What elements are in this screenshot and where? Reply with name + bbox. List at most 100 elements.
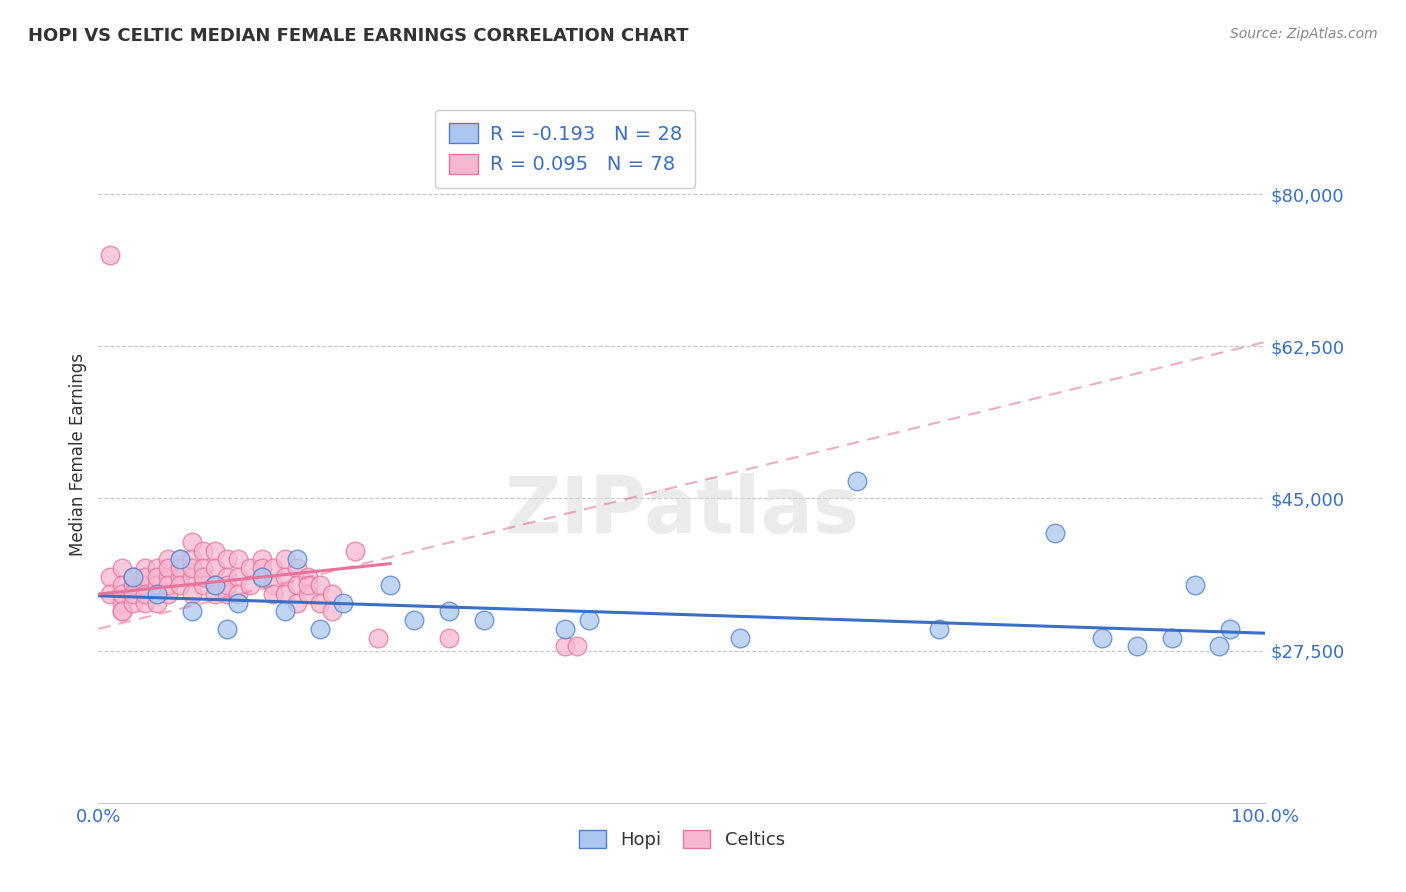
Point bbox=[239, 561, 262, 575]
Point bbox=[554, 622, 576, 636]
Point bbox=[309, 596, 332, 610]
Point bbox=[157, 552, 180, 566]
Point bbox=[169, 570, 191, 584]
Point bbox=[111, 596, 134, 610]
Point bbox=[204, 578, 226, 592]
Point bbox=[1045, 526, 1067, 541]
Point bbox=[157, 570, 180, 584]
Point bbox=[274, 605, 297, 619]
Point bbox=[274, 570, 297, 584]
Point bbox=[297, 587, 319, 601]
Point bbox=[928, 622, 950, 636]
Point bbox=[367, 631, 389, 645]
Point bbox=[180, 561, 202, 575]
Point bbox=[239, 578, 262, 592]
Point bbox=[1184, 578, 1206, 592]
Point bbox=[228, 587, 250, 601]
Point bbox=[250, 552, 273, 566]
Point bbox=[146, 578, 169, 592]
Point bbox=[321, 587, 343, 601]
Point bbox=[134, 561, 156, 575]
Point bbox=[146, 561, 169, 575]
Point bbox=[578, 613, 600, 627]
Point bbox=[111, 561, 134, 575]
Point bbox=[344, 543, 367, 558]
Point bbox=[228, 552, 250, 566]
Point bbox=[215, 570, 238, 584]
Point bbox=[134, 587, 156, 601]
Point bbox=[146, 570, 169, 584]
Point bbox=[146, 587, 169, 601]
Point bbox=[98, 570, 121, 584]
Point bbox=[262, 587, 284, 601]
Point bbox=[380, 578, 402, 592]
Point bbox=[134, 596, 156, 610]
Y-axis label: Median Female Earnings: Median Female Earnings bbox=[69, 353, 87, 557]
Point bbox=[402, 613, 425, 627]
Point bbox=[204, 543, 226, 558]
Point bbox=[1219, 622, 1241, 636]
Point bbox=[180, 552, 202, 566]
Point bbox=[309, 622, 332, 636]
Point bbox=[285, 596, 308, 610]
Point bbox=[730, 631, 752, 645]
Text: ZIPatlas: ZIPatlas bbox=[505, 473, 859, 549]
Point bbox=[134, 570, 156, 584]
Point bbox=[111, 587, 134, 601]
Point bbox=[157, 587, 180, 601]
Point bbox=[274, 552, 297, 566]
Point bbox=[111, 605, 134, 619]
Point bbox=[215, 552, 238, 566]
Point bbox=[285, 561, 308, 575]
Point bbox=[437, 605, 460, 619]
Point bbox=[122, 570, 145, 584]
Point bbox=[98, 248, 121, 262]
Point bbox=[472, 613, 495, 627]
Point bbox=[204, 587, 226, 601]
Point bbox=[1126, 639, 1149, 653]
Text: Source: ZipAtlas.com: Source: ZipAtlas.com bbox=[1230, 27, 1378, 41]
Point bbox=[437, 631, 460, 645]
Point bbox=[565, 639, 588, 653]
Point bbox=[228, 596, 250, 610]
Point bbox=[169, 552, 191, 566]
Point bbox=[122, 570, 145, 584]
Legend: Hopi, Celtics: Hopi, Celtics bbox=[572, 822, 792, 856]
Point bbox=[169, 552, 191, 566]
Point bbox=[250, 561, 273, 575]
Point bbox=[122, 578, 145, 592]
Point bbox=[332, 596, 354, 610]
Point bbox=[122, 587, 145, 601]
Point bbox=[98, 587, 121, 601]
Point bbox=[1161, 631, 1184, 645]
Point bbox=[111, 605, 134, 619]
Point bbox=[309, 578, 332, 592]
Point bbox=[111, 578, 134, 592]
Point bbox=[297, 578, 319, 592]
Point bbox=[122, 596, 145, 610]
Point bbox=[146, 596, 169, 610]
Point bbox=[180, 570, 202, 584]
Point bbox=[122, 570, 145, 584]
Point bbox=[193, 561, 215, 575]
Point bbox=[1208, 639, 1230, 653]
Text: HOPI VS CELTIC MEDIAN FEMALE EARNINGS CORRELATION CHART: HOPI VS CELTIC MEDIAN FEMALE EARNINGS CO… bbox=[28, 27, 689, 45]
Point bbox=[134, 578, 156, 592]
Point bbox=[157, 578, 180, 592]
Point bbox=[262, 578, 284, 592]
Point bbox=[157, 561, 180, 575]
Point bbox=[1091, 631, 1114, 645]
Point bbox=[285, 552, 308, 566]
Point bbox=[193, 543, 215, 558]
Point bbox=[250, 570, 273, 584]
Point bbox=[169, 561, 191, 575]
Point bbox=[215, 587, 238, 601]
Point bbox=[204, 578, 226, 592]
Point bbox=[180, 587, 202, 601]
Point bbox=[262, 561, 284, 575]
Point bbox=[169, 578, 191, 592]
Point bbox=[193, 570, 215, 584]
Point bbox=[204, 561, 226, 575]
Point bbox=[554, 639, 576, 653]
Point bbox=[250, 570, 273, 584]
